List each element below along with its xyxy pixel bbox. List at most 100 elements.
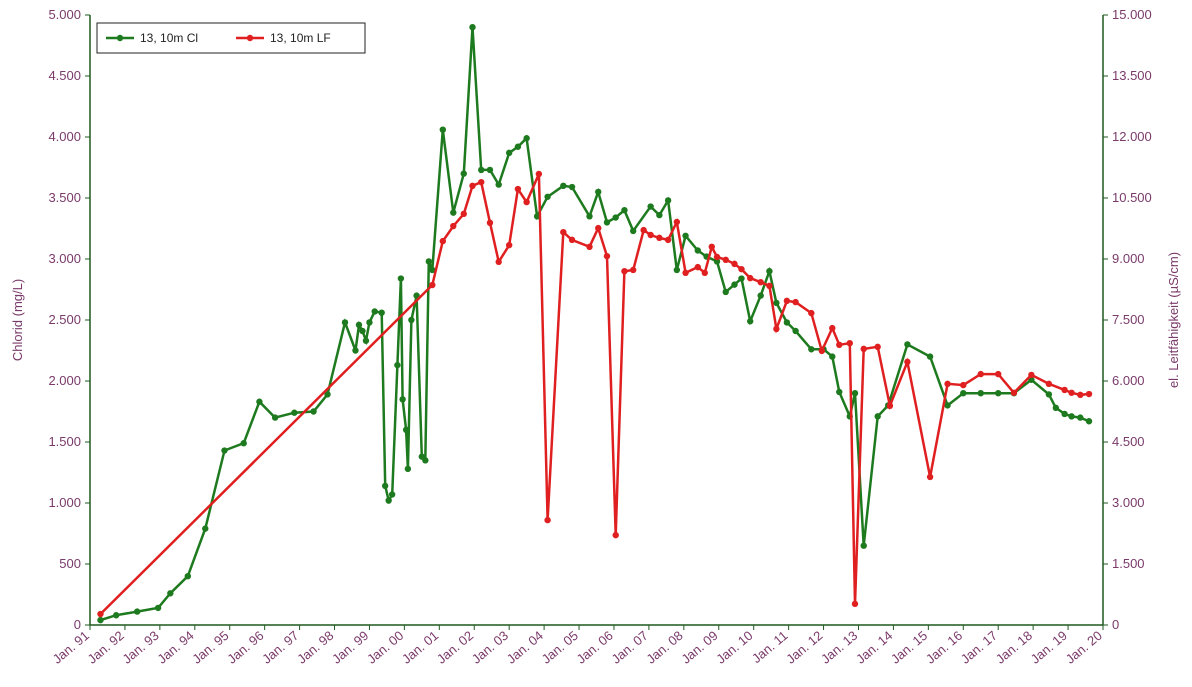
data-point: [694, 263, 701, 271]
data-point: [766, 268, 773, 275]
data-point: [960, 390, 967, 397]
data-point: [486, 166, 494, 174]
data-point: [818, 347, 826, 355]
data-point: [1028, 371, 1035, 379]
legend-marker: [116, 34, 124, 42]
y-tick-label: 3.000: [48, 251, 81, 266]
x-tick-label: Jan. 91: [50, 628, 92, 667]
data-point: [366, 319, 373, 326]
data-point: [388, 491, 396, 498]
data-point: [291, 409, 298, 416]
data-point: [886, 402, 894, 410]
data-point: [722, 256, 729, 264]
data-point: [1052, 404, 1060, 412]
data-point: [773, 325, 780, 333]
y2-tick-label: 9.000: [1112, 251, 1145, 266]
data-point: [355, 321, 363, 329]
data-point: [836, 341, 843, 349]
data-point: [469, 24, 476, 31]
y-axis-title: Chlorid (mg/L): [10, 279, 25, 361]
data-point: [1045, 391, 1053, 398]
data-point: [97, 616, 104, 624]
data-point: [792, 327, 799, 335]
data-point: [851, 390, 859, 397]
y2-tick-label: 13.500: [1112, 68, 1152, 83]
data-point: [371, 308, 378, 315]
data-point: [944, 402, 951, 409]
x-tick-label: Jan. 15: [888, 628, 930, 667]
data-point: [1061, 386, 1068, 394]
data-point: [408, 316, 415, 324]
data-point: [514, 143, 522, 150]
data-point: [995, 390, 1002, 397]
data-point: [404, 465, 412, 473]
data-point: [829, 353, 836, 360]
data-point: [514, 185, 522, 193]
data-point: [97, 610, 104, 618]
data-point: [439, 126, 447, 133]
data-point: [904, 341, 911, 348]
data-point: [783, 297, 791, 305]
data-point: [731, 281, 738, 288]
data-point: [722, 288, 729, 296]
data-point: [352, 347, 359, 354]
data-point: [586, 213, 593, 220]
data-point: [846, 339, 853, 347]
data-point: [154, 604, 162, 612]
data-point: [647, 231, 654, 239]
data-point: [656, 234, 663, 242]
data-point: [469, 182, 476, 189]
data-point: [757, 292, 764, 299]
x-tick-label: Jan. 13: [818, 628, 860, 667]
data-point: [746, 274, 754, 282]
data-point: [673, 218, 681, 226]
data-point: [808, 346, 815, 353]
data-point: [544, 193, 551, 200]
data-point: [1010, 389, 1018, 396]
data-point: [568, 183, 576, 191]
x-tick-label: Jan. 02: [434, 628, 476, 667]
data-point: [656, 211, 663, 219]
data-point: [1045, 380, 1053, 388]
data-point: [708, 243, 715, 250]
data-point: [664, 236, 672, 244]
data-point: [629, 266, 637, 274]
data-point: [486, 219, 494, 227]
x-tick-label: Jan. 06: [574, 628, 616, 667]
data-point: [385, 497, 392, 504]
x-tick-label: Jan. 20: [1063, 628, 1105, 667]
data-point: [1061, 410, 1068, 418]
x-tick-label: Jan. 11: [749, 628, 791, 666]
data-point: [478, 178, 485, 186]
data-point: [738, 275, 745, 282]
y-tick-label: 4.500: [48, 68, 81, 83]
x-tick-label: Jan. 92: [85, 628, 127, 667]
y-tick-label: 2.000: [48, 373, 81, 388]
x-tick-label: Jan. 19: [1028, 628, 1070, 667]
data-point: [926, 473, 934, 481]
data-point: [603, 219, 611, 226]
data-point: [495, 181, 502, 188]
data-point: [640, 226, 647, 234]
y-tick-label: 4.000: [48, 129, 81, 144]
data-point: [1077, 414, 1084, 421]
x-tick-label: Jan. 10: [713, 628, 755, 667]
data-point: [535, 170, 543, 178]
data-point: [995, 370, 1002, 378]
data-point: [544, 516, 551, 524]
data-point: [202, 525, 209, 532]
data-point: [399, 396, 406, 403]
legend-label: 13, 10m Cl: [140, 31, 198, 45]
data-point: [874, 413, 881, 420]
data-point: [402, 426, 410, 433]
data-point: [664, 197, 672, 204]
data-point: [560, 228, 567, 236]
legend-label: 13, 10m LF: [270, 31, 331, 45]
data-point: [495, 258, 502, 266]
data-point: [378, 309, 385, 316]
data-point: [586, 243, 593, 250]
y-tick-label: 1.500: [48, 434, 81, 449]
data-point: [612, 531, 619, 539]
legend-marker: [246, 34, 254, 42]
data-point: [792, 298, 799, 306]
